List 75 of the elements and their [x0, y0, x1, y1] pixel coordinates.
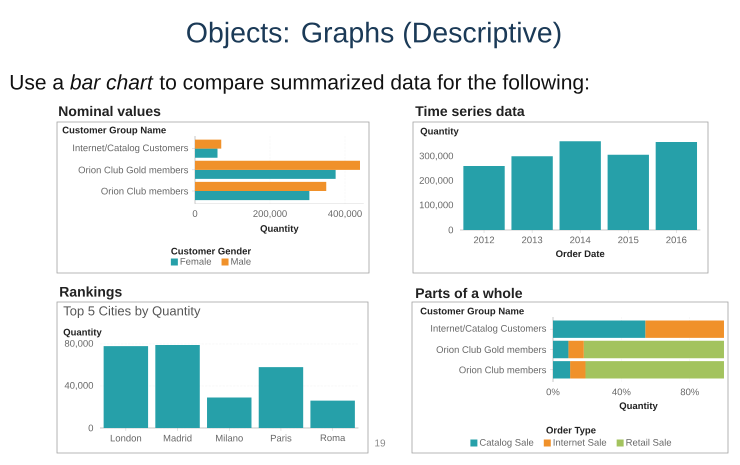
x-tick-label: 2016: [666, 236, 686, 244]
y-axis-title: Customer Group Name: [420, 308, 524, 316]
y-tick-label: 300,000: [419, 152, 454, 160]
bar: [560, 141, 601, 230]
bar: [195, 190, 310, 200]
x-axis-title: Quantity: [620, 402, 658, 411]
y-axis-title: Customer Group Name: [62, 126, 166, 136]
text: Use a bar chart to compare summarized data for the following:: [10, 74, 588, 94]
y-axis-title: Quantity: [420, 128, 459, 136]
bar: [608, 154, 649, 230]
y-tick-label: 0: [88, 424, 94, 432]
y-axis-title: Quantity: [64, 328, 102, 338]
y-tick-label: 100,000: [420, 202, 454, 210]
chart-title: Rankings: [60, 286, 122, 300]
text: Objects: Graphs (Descriptive): [187, 22, 560, 48]
bar: [155, 345, 200, 428]
x-tick-label: Paris: [270, 434, 292, 442]
bar: [310, 400, 355, 428]
y-tick-label: Internet/Catalog Customers: [431, 324, 546, 334]
x-tick-label: Madrid: [164, 434, 192, 442]
y-tick-label: Orion Club members: [101, 188, 188, 194]
y-tick-label: Orion Club members: [459, 366, 546, 374]
y-tick-label: 40,000: [64, 382, 94, 390]
chart-title: Parts of a whole: [416, 288, 522, 298]
bar: [463, 166, 505, 230]
y-tick-label: Internet/Catalog Customers: [73, 144, 188, 154]
x-tick-label: 2013: [522, 236, 542, 244]
y-tick-label: Orion Club Gold members: [78, 166, 188, 174]
x-tick-label: 0%: [546, 388, 560, 396]
x-tick-label: 0: [192, 210, 198, 217]
bar: [195, 140, 222, 149]
x-axis-title: Order Date: [556, 250, 604, 258]
bar: [585, 361, 724, 379]
y-tick-label: Orion Club Gold members: [436, 346, 546, 353]
bar: [195, 182, 326, 191]
text: 19: [375, 439, 386, 447]
chart-title: Time series data: [415, 106, 525, 116]
y-tick-label: 200,000: [420, 177, 454, 185]
legend-label: Male: [231, 258, 251, 265]
x-tick-label: 200,000: [253, 210, 287, 218]
bar: [656, 142, 698, 230]
x-axis-title: Quantity: [260, 224, 299, 234]
bar: [104, 346, 148, 428]
chart-subtitle: Top 5 Cities by Quantity: [64, 306, 200, 318]
bar: [553, 361, 570, 379]
x-tick-label: 40%: [612, 388, 631, 396]
x-tick-label: 2015: [618, 236, 638, 244]
legend-label: Catalog Sale: [480, 438, 534, 448]
bar: [584, 340, 724, 358]
x-tick-label: 400,000: [328, 210, 362, 218]
bar: [553, 320, 646, 338]
bar: [195, 170, 336, 179]
bar: [511, 156, 553, 230]
bar: [258, 367, 304, 428]
chart-title: Nominal values: [59, 106, 160, 116]
y-tick-label: 80,000: [64, 340, 94, 348]
legend-label: Internet Sale: [554, 438, 606, 446]
x-tick-label: London: [110, 434, 142, 442]
bar: [195, 160, 360, 170]
x-tick-label: Milano: [216, 434, 243, 442]
x-tick-label: 2012: [474, 236, 494, 244]
bar: [207, 398, 252, 428]
legend-title: Order Type: [546, 426, 596, 436]
x-tick-label: Roma: [320, 434, 346, 442]
bar: [568, 340, 584, 358]
legend-label: Female: [180, 258, 212, 265]
bar: [645, 320, 724, 338]
legend-label: Retail Sale: [626, 438, 672, 446]
bar: [553, 340, 568, 358]
y-tick-label: 0: [448, 226, 454, 234]
legend-title: Customer Gender: [171, 248, 251, 254]
x-tick-label: 80%: [680, 388, 699, 396]
bar: [570, 361, 586, 379]
x-tick-label: 2014: [570, 236, 590, 244]
bar: [195, 148, 218, 158]
